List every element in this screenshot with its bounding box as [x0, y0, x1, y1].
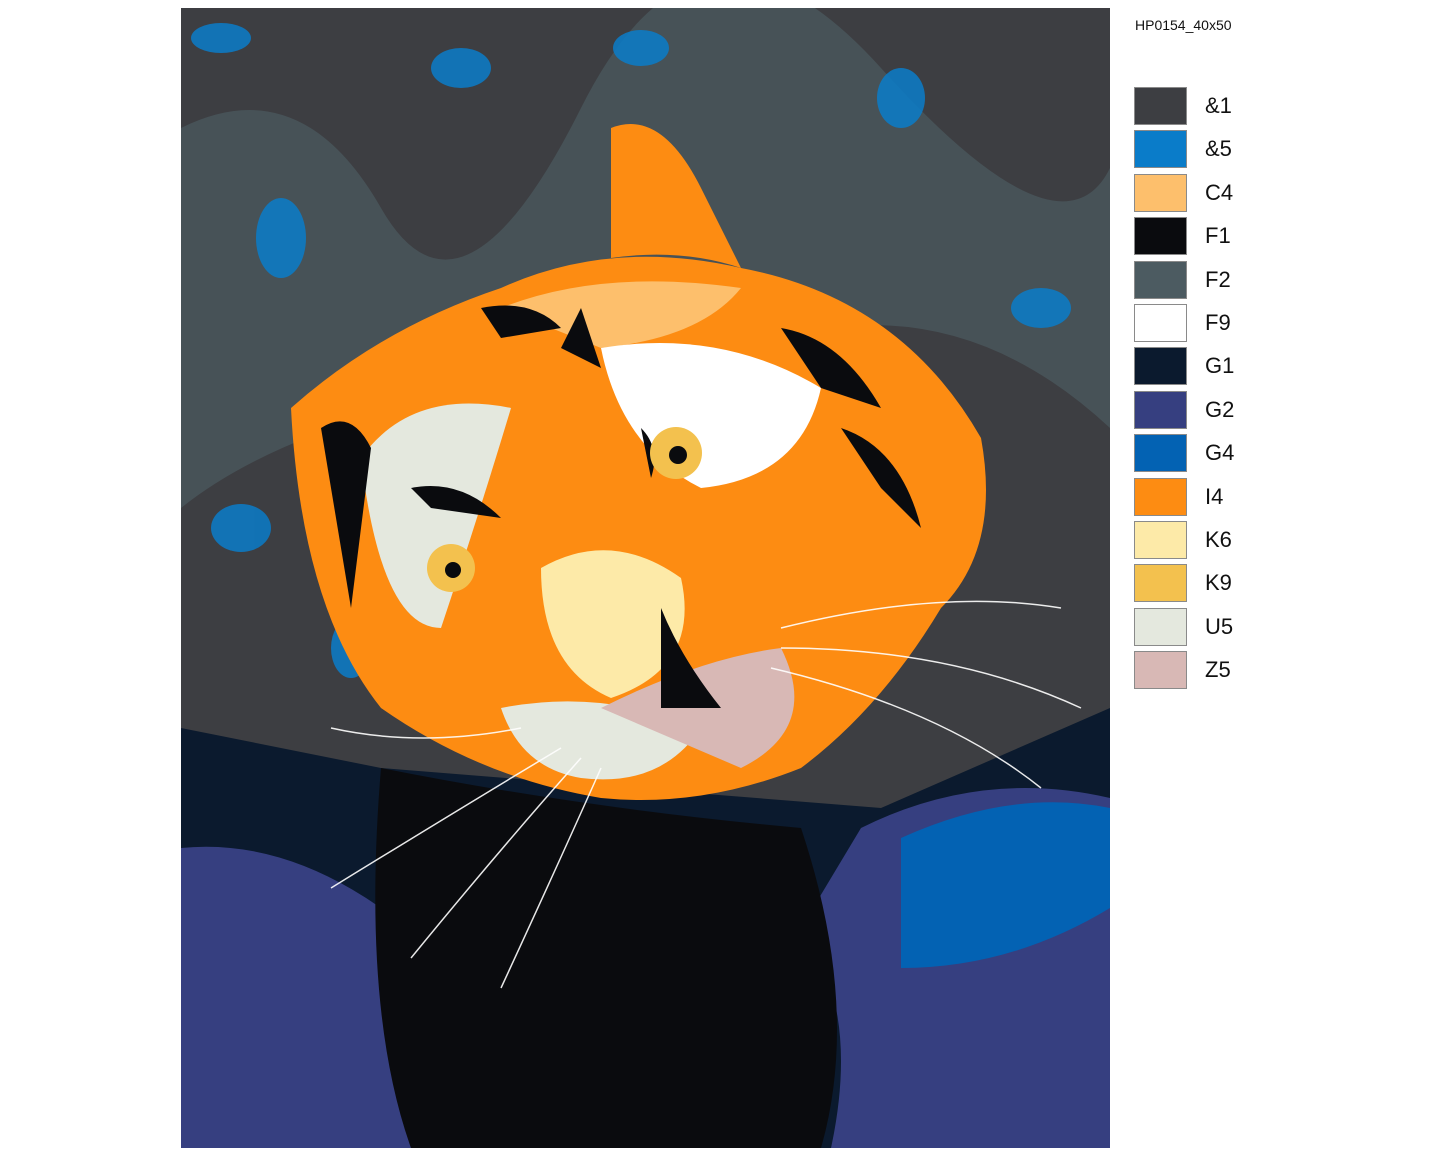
color-code-label: U5	[1205, 613, 1234, 639]
color-swatch	[1134, 217, 1187, 256]
product-code: HP0154_40x50	[1135, 17, 1232, 33]
color-legend: &1 &5 C4 F1 F2 F9 G1 G2 G4 I4 K6 K9 U5 Z5	[1134, 86, 1234, 693]
color-swatch	[1134, 564, 1187, 603]
legend-item: G1	[1134, 346, 1234, 386]
legend-item: F2	[1134, 260, 1234, 300]
legend-item: G2	[1134, 390, 1234, 430]
color-swatch	[1134, 651, 1187, 690]
color-swatch	[1134, 260, 1187, 299]
legend-item: &5	[1134, 129, 1234, 169]
color-code-label: G2	[1205, 396, 1235, 422]
color-swatch	[1134, 434, 1187, 473]
color-swatch	[1134, 390, 1187, 429]
color-swatch	[1134, 173, 1187, 212]
color-code-label: F2	[1205, 266, 1231, 292]
color-code-label: I4	[1205, 483, 1224, 509]
color-code-label: G4	[1205, 440, 1235, 466]
legend-item: K6	[1134, 520, 1234, 560]
color-swatch	[1134, 303, 1187, 342]
color-swatch	[1134, 607, 1187, 646]
color-code-label: K9	[1205, 570, 1232, 596]
color-code-label: G1	[1205, 353, 1235, 379]
color-code-label: K6	[1205, 526, 1232, 552]
color-code-label: F1	[1205, 223, 1231, 249]
tiger-painting	[181, 0, 1110, 1148]
color-swatch	[1134, 477, 1187, 516]
legend-item: K9	[1134, 563, 1234, 603]
color-code-label: C4	[1205, 179, 1234, 205]
color-code-label: &1	[1205, 93, 1232, 118]
legend-item: Z5	[1134, 650, 1234, 690]
tiger-painting-image	[181, 0, 1110, 1148]
legend-item: U5	[1134, 607, 1234, 647]
legend-item: F1	[1134, 216, 1234, 256]
color-swatch	[1134, 130, 1187, 169]
color-swatch	[1134, 87, 1187, 125]
legend-item: I4	[1134, 477, 1234, 517]
legend-item: &1	[1134, 86, 1234, 126]
legend-item: C4	[1134, 173, 1234, 213]
color-code-label: F9	[1205, 309, 1231, 335]
color-code-label: Z5	[1205, 657, 1231, 683]
color-code-label: &5	[1205, 136, 1232, 162]
legend-item: F9	[1134, 303, 1234, 343]
legend-item: G4	[1134, 433, 1234, 473]
color-swatch	[1134, 520, 1187, 559]
color-swatch	[1134, 347, 1187, 386]
